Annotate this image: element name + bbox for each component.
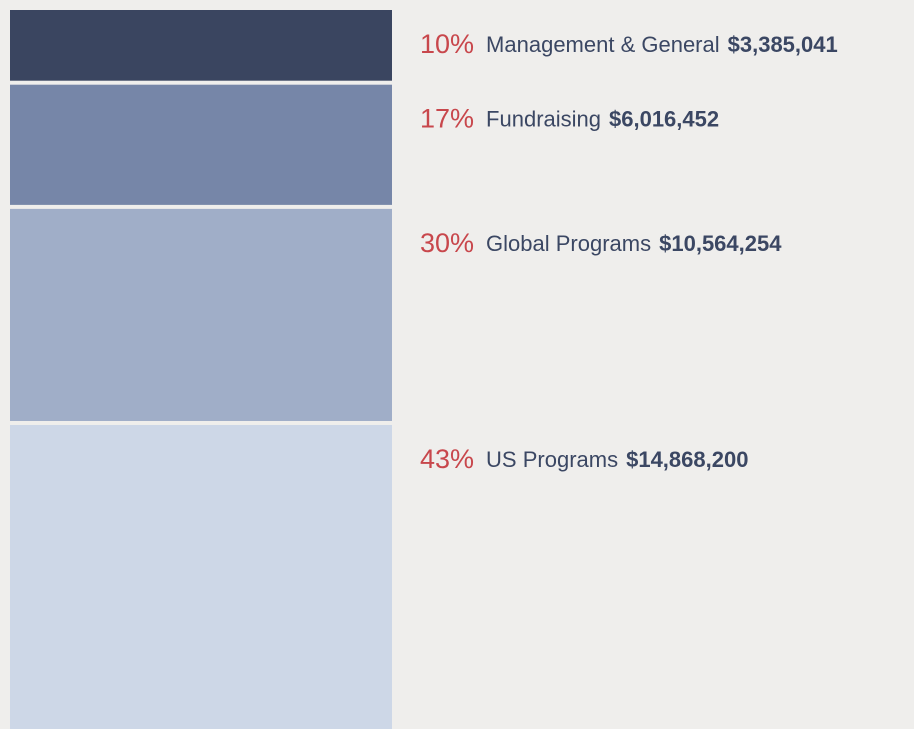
percent-label: 10% xyxy=(420,29,474,59)
percent-label: 43% xyxy=(420,444,474,474)
category-label: Fundraising xyxy=(486,107,601,132)
percent-label: 17% xyxy=(420,104,474,134)
category-label: Global Programs xyxy=(486,231,651,256)
amount-label: $14,868,200 xyxy=(626,447,748,472)
amount-label: $10,564,254 xyxy=(659,231,782,256)
category-label: US Programs xyxy=(486,447,618,472)
amount-label: $6,016,452 xyxy=(609,107,719,132)
category-label: Management & General xyxy=(486,32,720,57)
percent-label: 30% xyxy=(420,228,474,258)
segment-label: 43% US Programs $14,868,200 xyxy=(420,444,748,474)
segment-label: 30% Global Programs $10,564,254 xyxy=(420,228,782,258)
bar-segment xyxy=(10,424,392,729)
bar-segment xyxy=(10,84,392,205)
segment-label: 17% Fundraising $6,016,452 xyxy=(420,104,719,134)
bar-segment xyxy=(10,208,392,421)
amount-label: $3,385,041 xyxy=(728,32,838,57)
segment-label: 10% Management & General $3,385,041 xyxy=(420,29,838,59)
bar-segment xyxy=(10,10,392,81)
